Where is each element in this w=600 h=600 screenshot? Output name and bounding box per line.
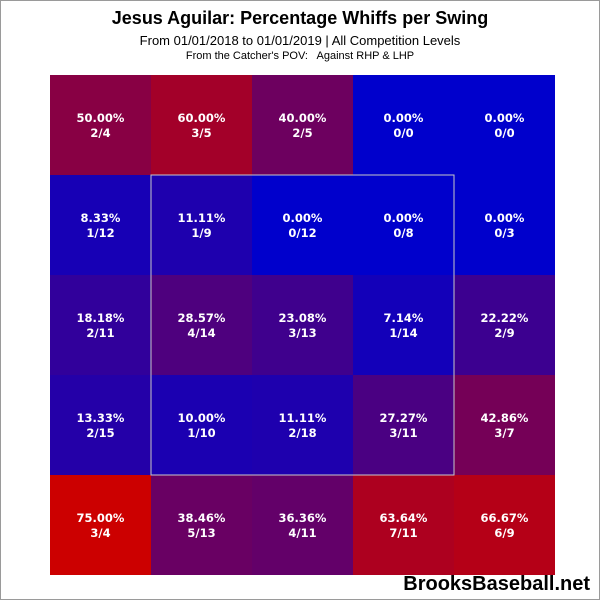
- zone-cell-percent: 18.18%: [77, 311, 125, 325]
- zone-cell-percent: 22.22%: [481, 311, 529, 325]
- zone-cell-fraction: 1/12: [86, 226, 114, 240]
- brand-watermark: BrooksBaseball.net: [403, 573, 590, 595]
- zone-cell-fraction: 2/4: [90, 126, 110, 140]
- zone-cell-percent: 38.46%: [178, 511, 226, 525]
- zone-cell-percent: 40.00%: [279, 111, 327, 125]
- zone-cell-r5-c1: [50, 475, 151, 575]
- chart-note: From the Catcher's POV: Against RHP & LH…: [185, 50, 415, 62]
- zone-cell-fraction: 5/13: [187, 526, 215, 540]
- zone-cell-fraction: 0/12: [288, 226, 316, 240]
- zone-cell-fraction: 7/11: [389, 526, 417, 540]
- zone-cell-r3-c2: [151, 275, 252, 375]
- zone-cell-percent: 7.14%: [384, 311, 424, 325]
- zone-cell-r1-c2: [151, 75, 252, 175]
- zone-cell-r5-c2: [151, 475, 252, 575]
- zone-cell-r1-c5: [454, 75, 555, 175]
- zone-cell-fraction: 0/8: [393, 226, 413, 240]
- zone-cell-percent: 11.11%: [178, 211, 226, 225]
- zone-cell-r1-c4: [353, 75, 454, 175]
- strike-zone-outline: [150, 174, 455, 476]
- zone-cell-fraction: 1/14: [389, 326, 417, 340]
- zone-cell-percent: 23.08%: [279, 311, 327, 325]
- chart-title: Jesus Aguilar: Percentage Whiffs per Swi…: [111, 8, 489, 28]
- zone-cell-percent: 0.00%: [485, 111, 525, 125]
- zone-cell-r3-c4: [353, 275, 454, 375]
- zone-cell-fraction: 4/14: [187, 326, 215, 340]
- zone-cell-r4-c1: [50, 375, 151, 475]
- zone-cell-r5-c5: [454, 475, 555, 575]
- zone-cell-r5-c3: [252, 475, 353, 575]
- zone-cell-r2-c5: [454, 175, 555, 275]
- zone-cell-fraction: 1/10: [187, 426, 215, 440]
- zone-cell-r2-c1: [50, 175, 151, 275]
- zone-cell-r2-c4: [353, 175, 454, 275]
- zone-cell-r5-c4: [353, 475, 454, 575]
- zone-cell-percent: 0.00%: [485, 211, 525, 225]
- zone-cell-percent: 50.00%: [77, 111, 125, 125]
- zone-cell-percent: 60.00%: [178, 111, 226, 125]
- zone-cell-r3-c1: [50, 275, 151, 375]
- zone-cell-fraction: 3/7: [494, 426, 514, 440]
- zone-cell-r4-c3: [252, 375, 353, 475]
- zone-cell-fraction: 0/0: [494, 126, 514, 140]
- zone-cell-percent: 0.00%: [384, 211, 424, 225]
- zone-cell-r3-c3: [252, 275, 353, 375]
- zone-cell-fraction: 3/13: [288, 326, 316, 340]
- zone-cell-fraction: 2/9: [494, 326, 514, 340]
- zone-cell-fraction: 2/15: [86, 426, 114, 440]
- zone-cell-percent: 42.86%: [481, 411, 529, 425]
- zone-cell-r2-c2: [151, 175, 252, 275]
- zone-cell-fraction: 2/11: [86, 326, 114, 340]
- zone-cell-fraction: 2/5: [292, 126, 312, 140]
- zone-cell-percent: 10.00%: [178, 411, 226, 425]
- zone-cell-percent: 36.36%: [279, 511, 327, 525]
- zone-cell-percent: 13.33%: [77, 411, 125, 425]
- chart-subtitle: From 01/01/2018 to 01/01/2019 | All Comp…: [139, 33, 461, 48]
- zone-cell-r1-c3: [252, 75, 353, 175]
- zone-cell-fraction: 0/0: [393, 126, 413, 140]
- zone-cell-fraction: 2/18: [288, 426, 316, 440]
- zone-cell-fraction: 3/5: [191, 126, 211, 140]
- zone-cell-percent: 8.33%: [81, 211, 121, 225]
- zone-cell-fraction: 3/4: [90, 526, 110, 540]
- zone-cell-r4-c2: [151, 375, 252, 475]
- zone-cell-percent: 27.27%: [380, 411, 428, 425]
- zone-cell-fraction: 4/11: [288, 526, 316, 540]
- zone-cell-percent: 75.00%: [77, 511, 125, 525]
- zone-cell-percent: 11.11%: [279, 411, 327, 425]
- zone-cell-percent: 0.00%: [384, 111, 424, 125]
- zone-cell-percent: 66.67%: [481, 511, 529, 525]
- zone-cell-r3-c5: [454, 275, 555, 375]
- zone-cell-percent: 28.57%: [178, 311, 226, 325]
- zone-cell-percent: 63.64%: [380, 511, 428, 525]
- zone-cell-fraction: 1/9: [191, 226, 211, 240]
- zone-cell-fraction: 6/9: [494, 526, 514, 540]
- zone-cell-percent: 0.00%: [283, 211, 323, 225]
- zone-cell-r4-c5: [454, 375, 555, 475]
- zone-cell-r2-c3: [252, 175, 353, 275]
- zone-cell-fraction: 0/3: [494, 226, 514, 240]
- zone-cell-r1-c1: [50, 75, 151, 175]
- zone-cell-r4-c4: [353, 375, 454, 475]
- zone-cell-fraction: 3/11: [389, 426, 417, 440]
